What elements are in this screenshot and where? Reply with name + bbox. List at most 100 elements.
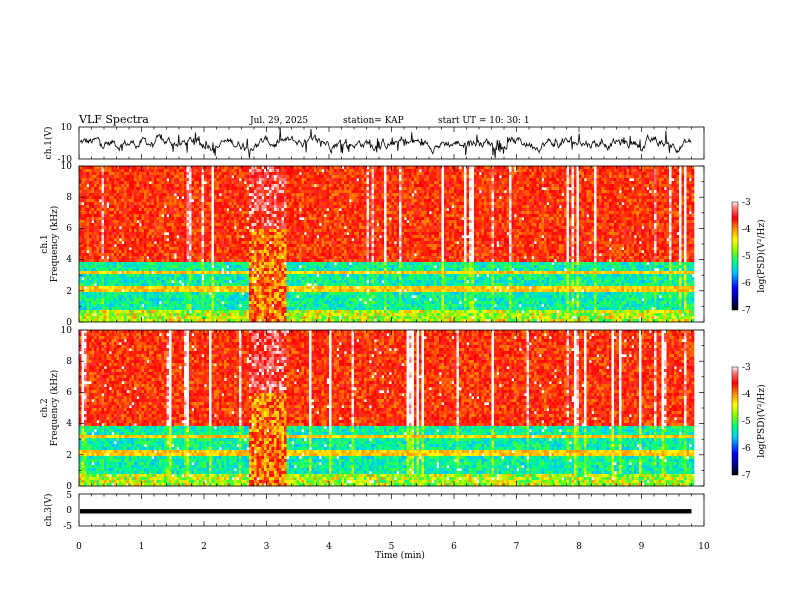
spectrogram-cell — [79, 166, 82, 170]
spectrogram-cell — [156, 172, 160, 176]
spectrogram-cell — [189, 229, 192, 233]
spectrogram-cell — [231, 268, 235, 272]
spectrogram-cell — [261, 292, 265, 296]
spectrogram-cell — [181, 319, 185, 323]
spectrogram-cell — [209, 232, 212, 236]
spectrogram-cell — [294, 250, 297, 254]
spectrogram-cell — [304, 205, 307, 209]
spectrogram-cell — [214, 205, 217, 209]
spectrogram-cell — [229, 184, 232, 188]
spectrogram-cell — [249, 202, 252, 206]
spectrogram-cell — [304, 184, 307, 188]
spectrogram-cell — [291, 226, 295, 230]
spectrogram-cell — [201, 226, 205, 230]
spectrogram-cell — [201, 289, 205, 293]
spectrogram-cell — [166, 277, 170, 281]
spectrogram-cell — [94, 181, 97, 185]
spectrogram-cell — [169, 244, 172, 248]
spectrogram-cell — [176, 181, 180, 185]
spectrogram-cell — [201, 292, 205, 296]
spectrogram-cell — [179, 166, 182, 170]
spectrogram-cell — [294, 244, 297, 248]
spectrogram-cell — [84, 196, 87, 200]
spectrogram-cell — [281, 232, 285, 236]
spectrogram-cell — [209, 307, 212, 311]
spectrogram-cell — [196, 247, 200, 251]
date-label: Jul. 29, 2025 — [249, 116, 308, 126]
spectrogram-cell — [94, 292, 97, 296]
spectrogram-cell — [86, 271, 90, 275]
spectrogram-cell — [111, 172, 115, 176]
spectrogram-cell — [226, 289, 230, 293]
spectrogram-cell — [246, 205, 250, 209]
spectrogram-cell — [94, 319, 97, 323]
spectrogram-cell — [244, 229, 247, 233]
spectrogram-cell — [224, 310, 227, 314]
spectrogram-cell — [234, 199, 237, 203]
spectrogram-cell — [281, 217, 285, 221]
spectrogram-cell — [289, 226, 292, 230]
spectrogram-cell — [156, 238, 160, 242]
spectrogram-cell — [286, 211, 290, 215]
spectrogram-cell — [106, 319, 110, 323]
spectrogram-cell — [149, 271, 152, 275]
spectrogram-cell — [261, 280, 265, 284]
spectrogram-cell — [279, 310, 282, 314]
spectrogram-cell — [236, 250, 240, 254]
spectrogram-cell — [276, 241, 280, 245]
spectrogram-cell — [176, 175, 180, 179]
spectrogram-cell — [134, 265, 137, 269]
spectrogram-cell — [201, 268, 205, 272]
spectrogram-cell — [264, 226, 267, 230]
spectrogram-cell — [234, 253, 237, 257]
spectrogram-cell — [226, 184, 230, 188]
spectrogram-cell — [271, 202, 275, 206]
spectrogram-cell — [304, 262, 307, 266]
spectrogram-cell — [311, 226, 315, 230]
spectrogram-cell — [279, 250, 282, 254]
spectrogram-cell — [206, 292, 210, 296]
spectrogram-cell — [166, 268, 170, 272]
spectrogram-cell — [101, 217, 105, 221]
spectrogram-cell — [226, 175, 230, 179]
spectrogram-cell — [216, 241, 220, 245]
spectrogram-cell — [86, 295, 90, 299]
spectrogram-cell — [91, 196, 95, 200]
spectrogram-cell — [104, 178, 107, 182]
spectrogram-cell — [139, 292, 142, 296]
spectrogram-cell — [129, 289, 132, 293]
spectrogram-cell — [156, 187, 160, 191]
spectrogram-cell — [161, 271, 165, 275]
spectrogram-cell — [316, 190, 320, 194]
spectrogram-cell — [226, 301, 230, 305]
spectrogram-cell — [126, 313, 130, 317]
spectrogram-cell — [229, 238, 232, 242]
spectrogram-cell — [124, 241, 127, 245]
spectrogram-cell — [154, 208, 157, 212]
spectrogram-cell — [246, 172, 250, 176]
spectrogram-cell — [224, 223, 227, 227]
spectrogram-cell — [199, 247, 202, 251]
spectrogram-cell — [236, 175, 240, 179]
spectrogram-cell — [144, 172, 147, 176]
spectrogram-cell — [269, 268, 272, 272]
spectrogram-cell — [294, 235, 297, 239]
spectrogram-cell — [259, 241, 262, 245]
spectrogram-cell — [161, 226, 165, 230]
spectrogram-cell — [89, 178, 92, 182]
spectrogram-cell — [154, 199, 157, 203]
spectrogram-cell — [126, 286, 130, 290]
spectrogram-cell — [299, 313, 302, 317]
spectrogram-cell — [114, 253, 117, 257]
spectrogram-cell — [161, 181, 165, 185]
spectrogram-cell — [214, 166, 217, 170]
spectrogram-cell — [116, 217, 120, 221]
spectrogram-cell — [161, 187, 165, 191]
spectrogram-cell — [134, 235, 137, 239]
spectrogram-cell — [179, 205, 182, 209]
spectrogram-cell — [251, 181, 255, 185]
spectrogram-cell — [89, 301, 92, 305]
spectrogram-cell — [264, 223, 267, 227]
spectrogram-cell — [159, 229, 162, 233]
spectrogram-cell — [254, 172, 257, 176]
